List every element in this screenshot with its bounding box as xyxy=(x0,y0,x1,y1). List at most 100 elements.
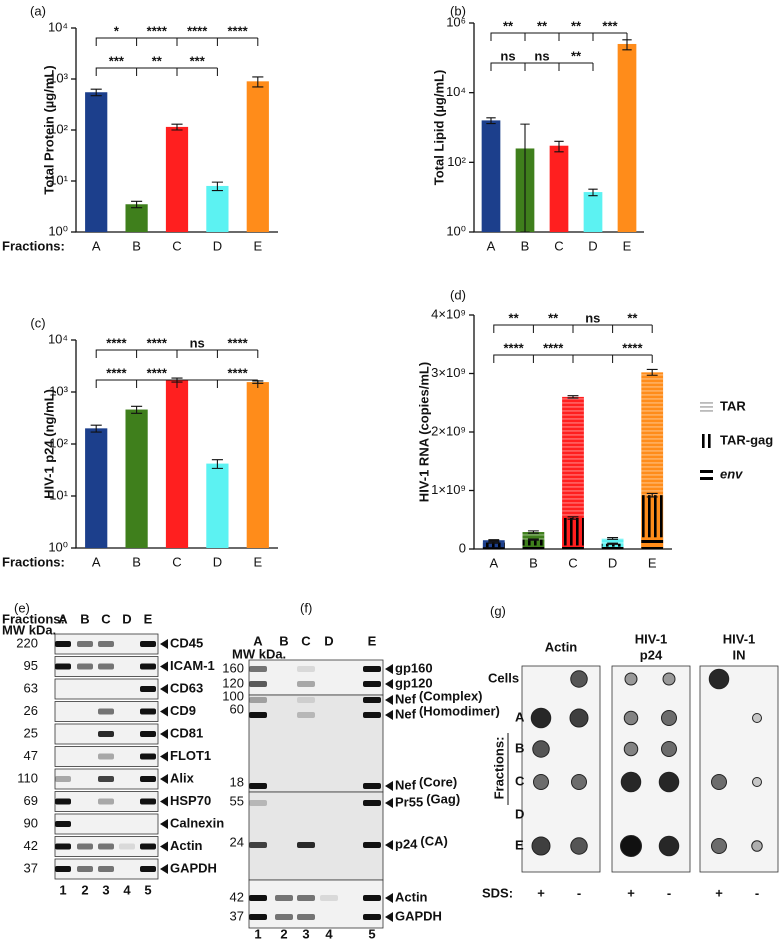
blot-band xyxy=(140,641,156,647)
panel-label: (b) xyxy=(450,3,466,18)
blot-band xyxy=(98,843,114,850)
blot-band xyxy=(297,666,315,672)
protein-label: Actin xyxy=(395,889,428,904)
mw-label: 25 xyxy=(24,725,38,740)
mw-label: 26 xyxy=(24,703,38,718)
protein-label: CD45 xyxy=(170,635,203,650)
sds-sign: - xyxy=(577,885,581,900)
significance-label: *** xyxy=(190,53,206,68)
bar-pattern xyxy=(601,543,624,549)
y-tick-label: 10³ xyxy=(49,70,68,85)
significance-label: ** xyxy=(537,18,548,33)
blot-band xyxy=(140,686,156,692)
column-title: HIV-1 xyxy=(723,631,756,646)
y-tick-label: 3×10⁹ xyxy=(431,365,466,380)
blot-band xyxy=(363,895,381,901)
bar-pattern xyxy=(562,396,584,549)
error-bar xyxy=(567,516,579,520)
lane-number: 4 xyxy=(123,882,131,897)
panel-label: (g) xyxy=(490,603,506,618)
significance-label: ** xyxy=(627,310,638,325)
significance-label: **** xyxy=(147,23,168,38)
error-bar xyxy=(520,123,530,233)
error-bar xyxy=(131,405,143,414)
dot xyxy=(620,835,642,857)
bar-pattern xyxy=(601,546,624,549)
bar-pattern xyxy=(562,517,584,549)
arrow xyxy=(385,695,393,705)
y-tick-label: 10⁰ xyxy=(446,223,466,238)
mw-label: 18 xyxy=(230,774,244,789)
bar-pattern xyxy=(482,547,505,549)
blot-band xyxy=(98,798,114,805)
blot-strip xyxy=(248,694,384,793)
bar-pattern xyxy=(562,545,584,549)
arrow xyxy=(160,684,168,694)
y-tick-label: 10⁴ xyxy=(446,84,466,99)
y-axis-title: HIV-1 RNA (copies/mL) xyxy=(416,362,431,502)
lane-label: B xyxy=(279,633,288,648)
dot xyxy=(751,840,763,852)
bar xyxy=(125,409,148,548)
error-bar xyxy=(252,76,264,88)
dot xyxy=(658,835,680,857)
mw-label: 160 xyxy=(222,660,244,675)
lane-label: C xyxy=(301,633,311,648)
x-tick-label: C xyxy=(554,238,563,253)
dot xyxy=(752,713,762,723)
dot xyxy=(620,771,642,793)
y-tick-label: 0 xyxy=(459,540,466,555)
lane-label: A xyxy=(58,611,68,626)
error-bar xyxy=(131,200,143,209)
mw-label: 110 xyxy=(17,770,38,785)
legend-label: TAR xyxy=(720,398,746,413)
significance-bracket xyxy=(95,37,259,46)
blot-band xyxy=(249,895,267,901)
significance-bracket xyxy=(493,354,653,363)
dot xyxy=(623,741,639,757)
mw-label: 60 xyxy=(230,701,244,716)
error-bar xyxy=(554,140,564,153)
protein-label: Alix xyxy=(170,770,195,785)
protein-note: (CA) xyxy=(420,833,447,848)
blot-band xyxy=(77,866,93,872)
bar xyxy=(481,120,501,232)
panel-label: (e) xyxy=(14,600,30,615)
blot-band xyxy=(363,712,381,718)
blot-band xyxy=(249,783,267,789)
blot-strip xyxy=(248,791,384,881)
panel-label: (a) xyxy=(30,3,46,18)
lane-header: Fractions: xyxy=(2,611,65,626)
blot-band xyxy=(77,641,93,647)
protein-label: gp160 xyxy=(395,660,433,675)
row-header: Fractions: xyxy=(491,737,506,800)
x-tick-label: D xyxy=(213,554,222,569)
blot-band xyxy=(275,895,293,901)
significance-label: **** xyxy=(147,335,168,350)
column-title: IN xyxy=(733,647,746,662)
dot xyxy=(533,774,549,790)
arrow xyxy=(160,751,168,762)
arrow xyxy=(385,679,393,689)
blot-strip xyxy=(248,659,384,696)
mw-header: MW kDa. xyxy=(2,622,56,637)
blot-strip xyxy=(54,678,159,700)
blot-strip xyxy=(248,879,384,929)
dot xyxy=(531,836,551,856)
bar-pattern xyxy=(641,537,664,549)
x-tick-label: A xyxy=(489,555,498,570)
blot-band xyxy=(363,697,381,703)
blot-band xyxy=(363,783,381,789)
blot-band xyxy=(98,663,114,670)
significance-label: **** xyxy=(106,365,127,380)
significance-label: ** xyxy=(548,310,559,325)
lane-label: E xyxy=(144,611,153,626)
blot-band xyxy=(140,776,156,782)
blot-band xyxy=(98,776,114,782)
blot-band xyxy=(249,712,267,718)
error-bar xyxy=(646,492,658,498)
lane-number: 5 xyxy=(144,882,151,897)
significance-label: *** xyxy=(602,18,618,33)
significance-bracket xyxy=(493,324,653,333)
